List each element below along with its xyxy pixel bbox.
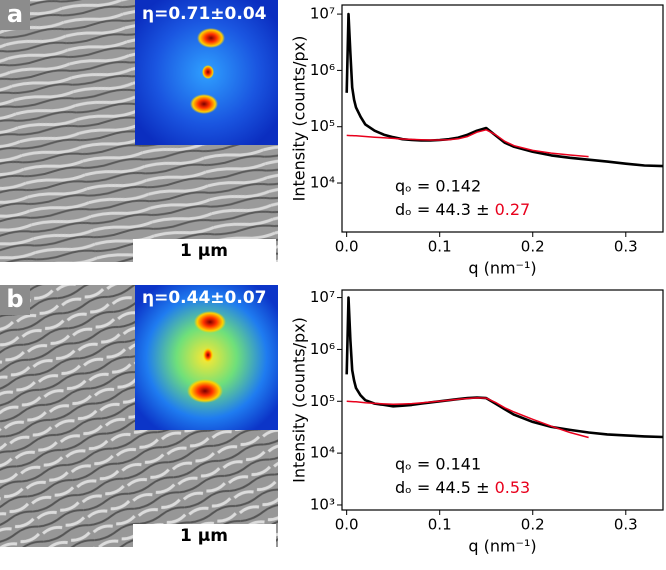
annotation-d: dₒ = 44.3 ± 0.27 [395, 200, 530, 219]
scale-bar-label: 1 µm [180, 526, 228, 546]
x-tick-label: 0.2 [521, 516, 545, 534]
plot-area [341, 4, 664, 233]
fft-spot [187, 379, 223, 403]
fft-spot [203, 348, 213, 362]
panel-b: η=0.44±0.07 b 1 µm [0, 285, 278, 547]
annotation-q: qₒ = 0.141 [395, 455, 481, 474]
annotation-d-value: dₒ = 44.3 ± [395, 200, 495, 219]
fit-line [346, 397, 589, 439]
y-axis-label: Intensity (counts/px) [290, 317, 309, 483]
y-tick-label: 10⁴ [310, 444, 335, 462]
eta-label: η=0.44±0.07 [142, 288, 266, 308]
annotation-q: qₒ = 0.142 [395, 177, 481, 196]
y-tick-label: 10⁷ [310, 288, 335, 306]
annotation-d-error: 0.53 [495, 478, 531, 497]
fft-spot [202, 65, 214, 79]
y-tick-label: 10⁷ [310, 5, 335, 23]
scale-bar-label: 1 µm [180, 241, 228, 261]
annotation-d-value: dₒ = 44.5 ± [395, 478, 495, 497]
annotation-d-error: 0.27 [495, 200, 531, 219]
x-axis-label: q (nm⁻¹) [468, 259, 536, 278]
chart: 10³ 10⁴ 10⁵ 10⁶ 10⁷ 0.0 0.1 0.2 0.3 q (nm⁻¹) Inten… [290, 288, 664, 556]
label-box [0, 0, 30, 30]
fit-line [346, 129, 589, 158]
x-tick-label: 0.1 [428, 516, 452, 534]
fft-spot [197, 28, 225, 48]
y-tick-label: 10⁵ [310, 117, 335, 135]
y-tick-label: 10⁴ [310, 174, 335, 192]
panel-label: a [7, 0, 23, 28]
scale-bar [133, 239, 276, 262]
x-tick-label: 0.0 [335, 238, 359, 256]
eta-label: η=0.71±0.04 [142, 4, 267, 24]
x-tick-label: 0.3 [614, 238, 638, 256]
x-tick-label: 0.0 [335, 516, 359, 534]
y-tick-label: 10⁶ [310, 61, 335, 79]
x-axis-label: q (nm⁻¹) [468, 537, 536, 556]
chart: 10⁴ 10⁵ 10⁶ 10⁷ 0.0 0.1 0.2 0.3 q (nm⁻¹) Intensit… [290, 4, 664, 278]
fft-spot [194, 311, 226, 333]
y-tick-label: 10³ [310, 495, 335, 513]
fft-spot [190, 94, 218, 114]
y-axis-label: Intensity (counts/px) [290, 36, 309, 202]
annotation-d: dₒ = 44.5 ± 0.53 [395, 478, 530, 497]
x-tick-label: 0.1 [428, 238, 452, 256]
panel-a: η=0.71±0.04 a 1 µm [0, 0, 278, 262]
y-tick-label: 10⁵ [310, 392, 335, 410]
plot-area [341, 289, 664, 511]
label-box [0, 285, 30, 315]
y-tick-label: 10⁶ [310, 340, 335, 358]
x-tick-label: 0.2 [521, 238, 545, 256]
panel-label: b [6, 285, 23, 313]
x-tick-label: 0.3 [614, 516, 638, 534]
scale-bar [133, 524, 276, 547]
